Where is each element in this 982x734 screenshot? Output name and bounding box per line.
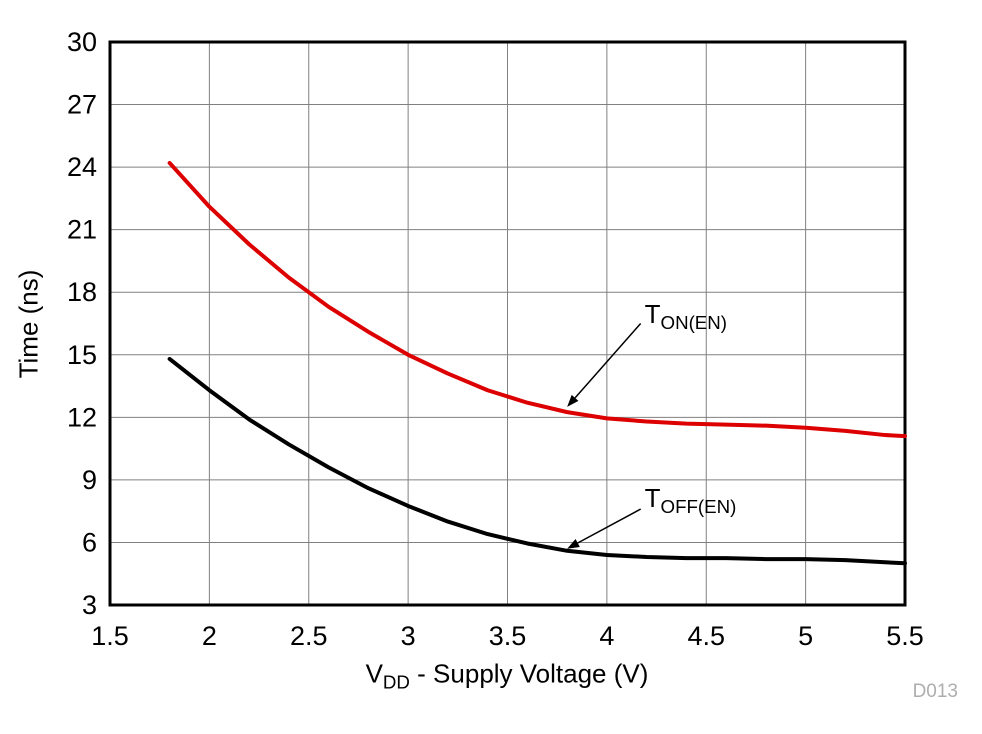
plot-border <box>108 40 907 607</box>
plot-id-label: D013 <box>912 681 958 702</box>
x-axis-title-rest: - Supply Voltage (V) <box>409 658 649 689</box>
x-tick-label: 5 <box>798 621 813 651</box>
annotation-toff-sub: OFF(EN) <box>660 496 737 518</box>
x-tick-label: 1.5 <box>91 621 129 651</box>
x-tick-label: 2 <box>202 621 217 651</box>
y-tick-label: 30 <box>67 27 97 57</box>
annotation-label-toff: TOFF(EN) <box>645 484 737 518</box>
annotation-arrow-line <box>574 323 642 399</box>
annotation-ton-main: T <box>644 298 661 329</box>
y-tick-label: 15 <box>67 340 97 370</box>
y-tick-label: 27 <box>67 90 97 120</box>
series-TON(EN) <box>167 160 907 439</box>
x-axis-title-sub: DD <box>382 671 410 693</box>
annotation-ton-sub: ON(EN) <box>660 311 728 333</box>
y-tick-label: 21 <box>67 215 97 245</box>
y-axis-title: Time (ns) <box>13 269 44 379</box>
y-tick-label: 3 <box>82 590 97 620</box>
x-axis-title: VDD - Supply Voltage (V) <box>366 658 649 693</box>
x-axis-title-main: V <box>365 658 383 689</box>
x-tick-label: 4 <box>599 621 614 651</box>
series-TOFF(EN) <box>167 356 907 566</box>
annotation-toff-main: T <box>644 483 661 514</box>
x-tick-label: 3.5 <box>489 621 527 651</box>
annotation-arrow-head <box>567 539 580 549</box>
annotation-arrow-line <box>577 508 642 544</box>
x-tick-label: 5.5 <box>886 621 924 651</box>
x-tick-label: 4.5 <box>687 621 725 651</box>
y-tick-label: 9 <box>82 465 97 495</box>
y-tick-label: 6 <box>82 527 97 557</box>
y-tick-label: 18 <box>67 277 97 307</box>
annotation-label-ton: TON(EN) <box>644 298 728 334</box>
y-tick-label: 24 <box>67 152 97 182</box>
x-tick-label: 2.5 <box>290 621 328 651</box>
y-tick-label: 12 <box>67 402 97 432</box>
x-tick-label: 3 <box>401 621 416 651</box>
annotation-arrow-head <box>567 394 579 407</box>
